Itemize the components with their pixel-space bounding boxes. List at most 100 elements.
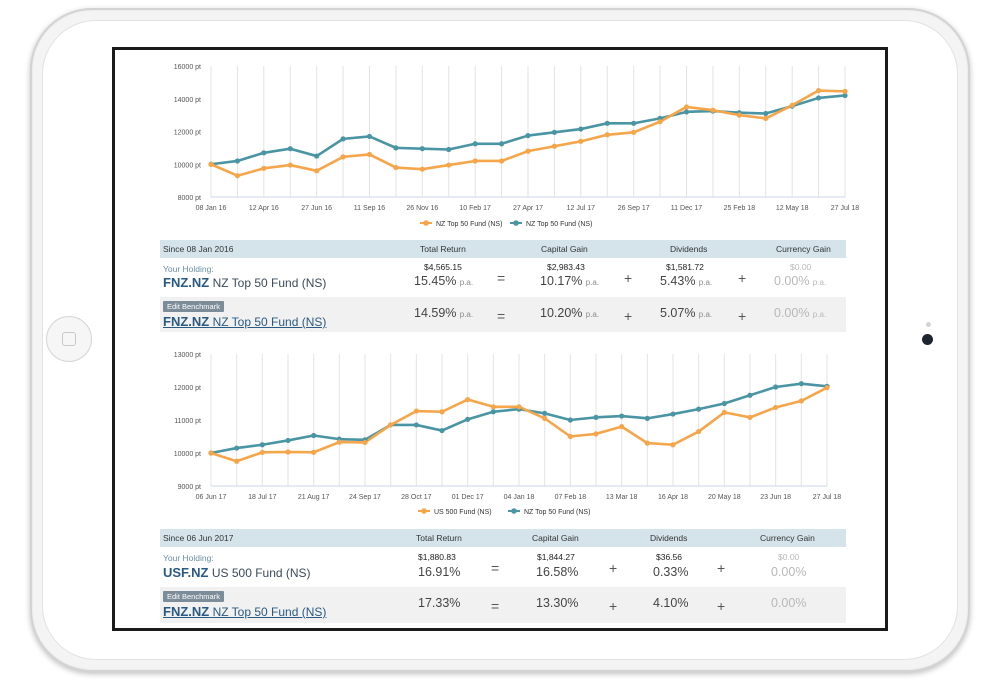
benchmark-fund-link[interactable]: FNZ.NZ NZ Top 50 Fund (NS) <box>163 604 326 619</box>
data-point[interactable] <box>208 161 214 167</box>
data-point[interactable] <box>815 87 822 94</box>
legend-item[interactable]: NZ Top 50 Fund (NS) <box>510 220 592 228</box>
data-point[interactable] <box>362 439 368 446</box>
data-point[interactable] <box>773 384 779 390</box>
data-point[interactable] <box>657 119 663 125</box>
data-point[interactable] <box>261 165 267 171</box>
legend-item[interactable]: US 500 Fund (NS) <box>418 508 492 516</box>
data-point[interactable] <box>593 431 599 437</box>
data-point[interactable] <box>393 145 399 151</box>
data-point[interactable] <box>490 404 496 410</box>
data-point[interactable] <box>644 415 650 421</box>
data-point[interactable] <box>567 417 573 423</box>
data-point[interactable] <box>340 154 346 160</box>
data-point[interactable] <box>465 416 471 422</box>
data-point[interactable] <box>311 449 317 455</box>
data-point[interactable] <box>446 162 452 168</box>
data-point[interactable] <box>208 450 214 456</box>
data-point[interactable] <box>413 408 419 414</box>
data-point[interactable] <box>824 385 830 391</box>
data-point[interactable] <box>842 92 848 99</box>
data-point[interactable] <box>773 404 779 411</box>
data-point[interactable] <box>388 422 394 428</box>
data-point[interactable] <box>551 143 558 149</box>
home-button[interactable] <box>46 316 92 362</box>
data-point[interactable] <box>551 129 558 135</box>
data-point[interactable] <box>710 107 716 113</box>
data-point[interactable] <box>472 158 478 164</box>
data-point[interactable] <box>314 153 320 159</box>
data-point[interactable] <box>234 173 241 179</box>
data-point[interactable] <box>644 440 650 446</box>
data-point[interactable] <box>439 409 445 415</box>
data-point[interactable] <box>798 381 804 387</box>
data-point[interactable] <box>542 415 548 421</box>
data-point[interactable] <box>285 437 291 444</box>
edit-benchmark-button[interactable]: Edit Benchmark <box>163 591 224 602</box>
data-point[interactable] <box>439 427 445 434</box>
data-point[interactable] <box>311 432 317 439</box>
holding-fund[interactable]: FNZ.NZ NZ Top 50 Fund (NS) <box>163 275 326 290</box>
data-point[interactable] <box>578 126 584 132</box>
data-point[interactable] <box>366 133 373 140</box>
data-point[interactable] <box>815 95 822 101</box>
data-point[interactable] <box>542 410 548 416</box>
data-point[interactable] <box>525 132 531 139</box>
data-point[interactable] <box>798 398 804 404</box>
data-point[interactable] <box>234 445 240 451</box>
data-point[interactable] <box>393 164 399 171</box>
data-point[interactable] <box>670 442 676 448</box>
data-point[interactable] <box>619 424 625 430</box>
data-point[interactable] <box>747 392 753 398</box>
data-point[interactable] <box>259 442 265 448</box>
data-point[interactable] <box>314 168 320 174</box>
data-point[interactable] <box>419 166 425 172</box>
data-point[interactable] <box>604 132 610 138</box>
data-point[interactable] <box>285 449 291 455</box>
data-point[interactable] <box>763 115 769 121</box>
data-point[interactable] <box>498 158 505 164</box>
data-point[interactable] <box>631 129 637 135</box>
edit-benchmark-button[interactable]: Edit Benchmark <box>163 301 224 312</box>
data-point[interactable] <box>234 458 240 464</box>
benchmark-fund-link[interactable]: FNZ.NZ NZ Top 50 Fund (NS) <box>163 314 326 329</box>
data-point[interactable] <box>763 110 769 117</box>
data-point[interactable] <box>419 146 425 152</box>
data-point[interactable] <box>490 409 496 415</box>
data-point[interactable] <box>413 422 419 428</box>
data-point[interactable] <box>472 141 478 147</box>
data-point[interactable] <box>747 414 753 420</box>
data-point[interactable] <box>259 449 265 455</box>
holding-fund[interactable]: USF.NZ US 500 Fund (NS) <box>163 565 311 580</box>
data-point[interactable] <box>683 109 690 115</box>
data-point[interactable] <box>340 136 346 142</box>
data-point[interactable] <box>721 400 727 407</box>
data-point[interactable] <box>593 414 599 420</box>
data-point[interactable] <box>619 413 625 419</box>
data-point[interactable] <box>567 433 573 440</box>
data-point[interactable] <box>683 104 690 110</box>
data-point[interactable] <box>287 146 293 152</box>
data-point[interactable] <box>736 112 742 118</box>
data-point[interactable] <box>604 120 610 126</box>
data-point[interactable] <box>446 146 452 153</box>
data-point[interactable] <box>721 409 727 416</box>
legend-item[interactable]: NZ Top 50 Fund (NS) <box>508 508 590 516</box>
data-point[interactable] <box>366 151 373 158</box>
data-point[interactable] <box>516 404 522 410</box>
data-point[interactable] <box>696 428 702 435</box>
data-point[interactable] <box>696 406 702 412</box>
data-point[interactable] <box>631 120 637 126</box>
data-point[interactable] <box>789 102 795 108</box>
data-point[interactable] <box>670 411 676 417</box>
data-point[interactable] <box>287 162 293 168</box>
data-point[interactable] <box>498 141 505 147</box>
data-point[interactable] <box>578 138 584 144</box>
data-point[interactable] <box>234 158 241 164</box>
data-point[interactable] <box>525 148 531 154</box>
data-point[interactable] <box>465 396 471 403</box>
data-point[interactable] <box>336 439 342 445</box>
data-point[interactable] <box>261 150 267 156</box>
legend-item[interactable]: NZ Top 50 Fund (NS) <box>420 220 502 228</box>
data-point[interactable] <box>842 88 848 94</box>
